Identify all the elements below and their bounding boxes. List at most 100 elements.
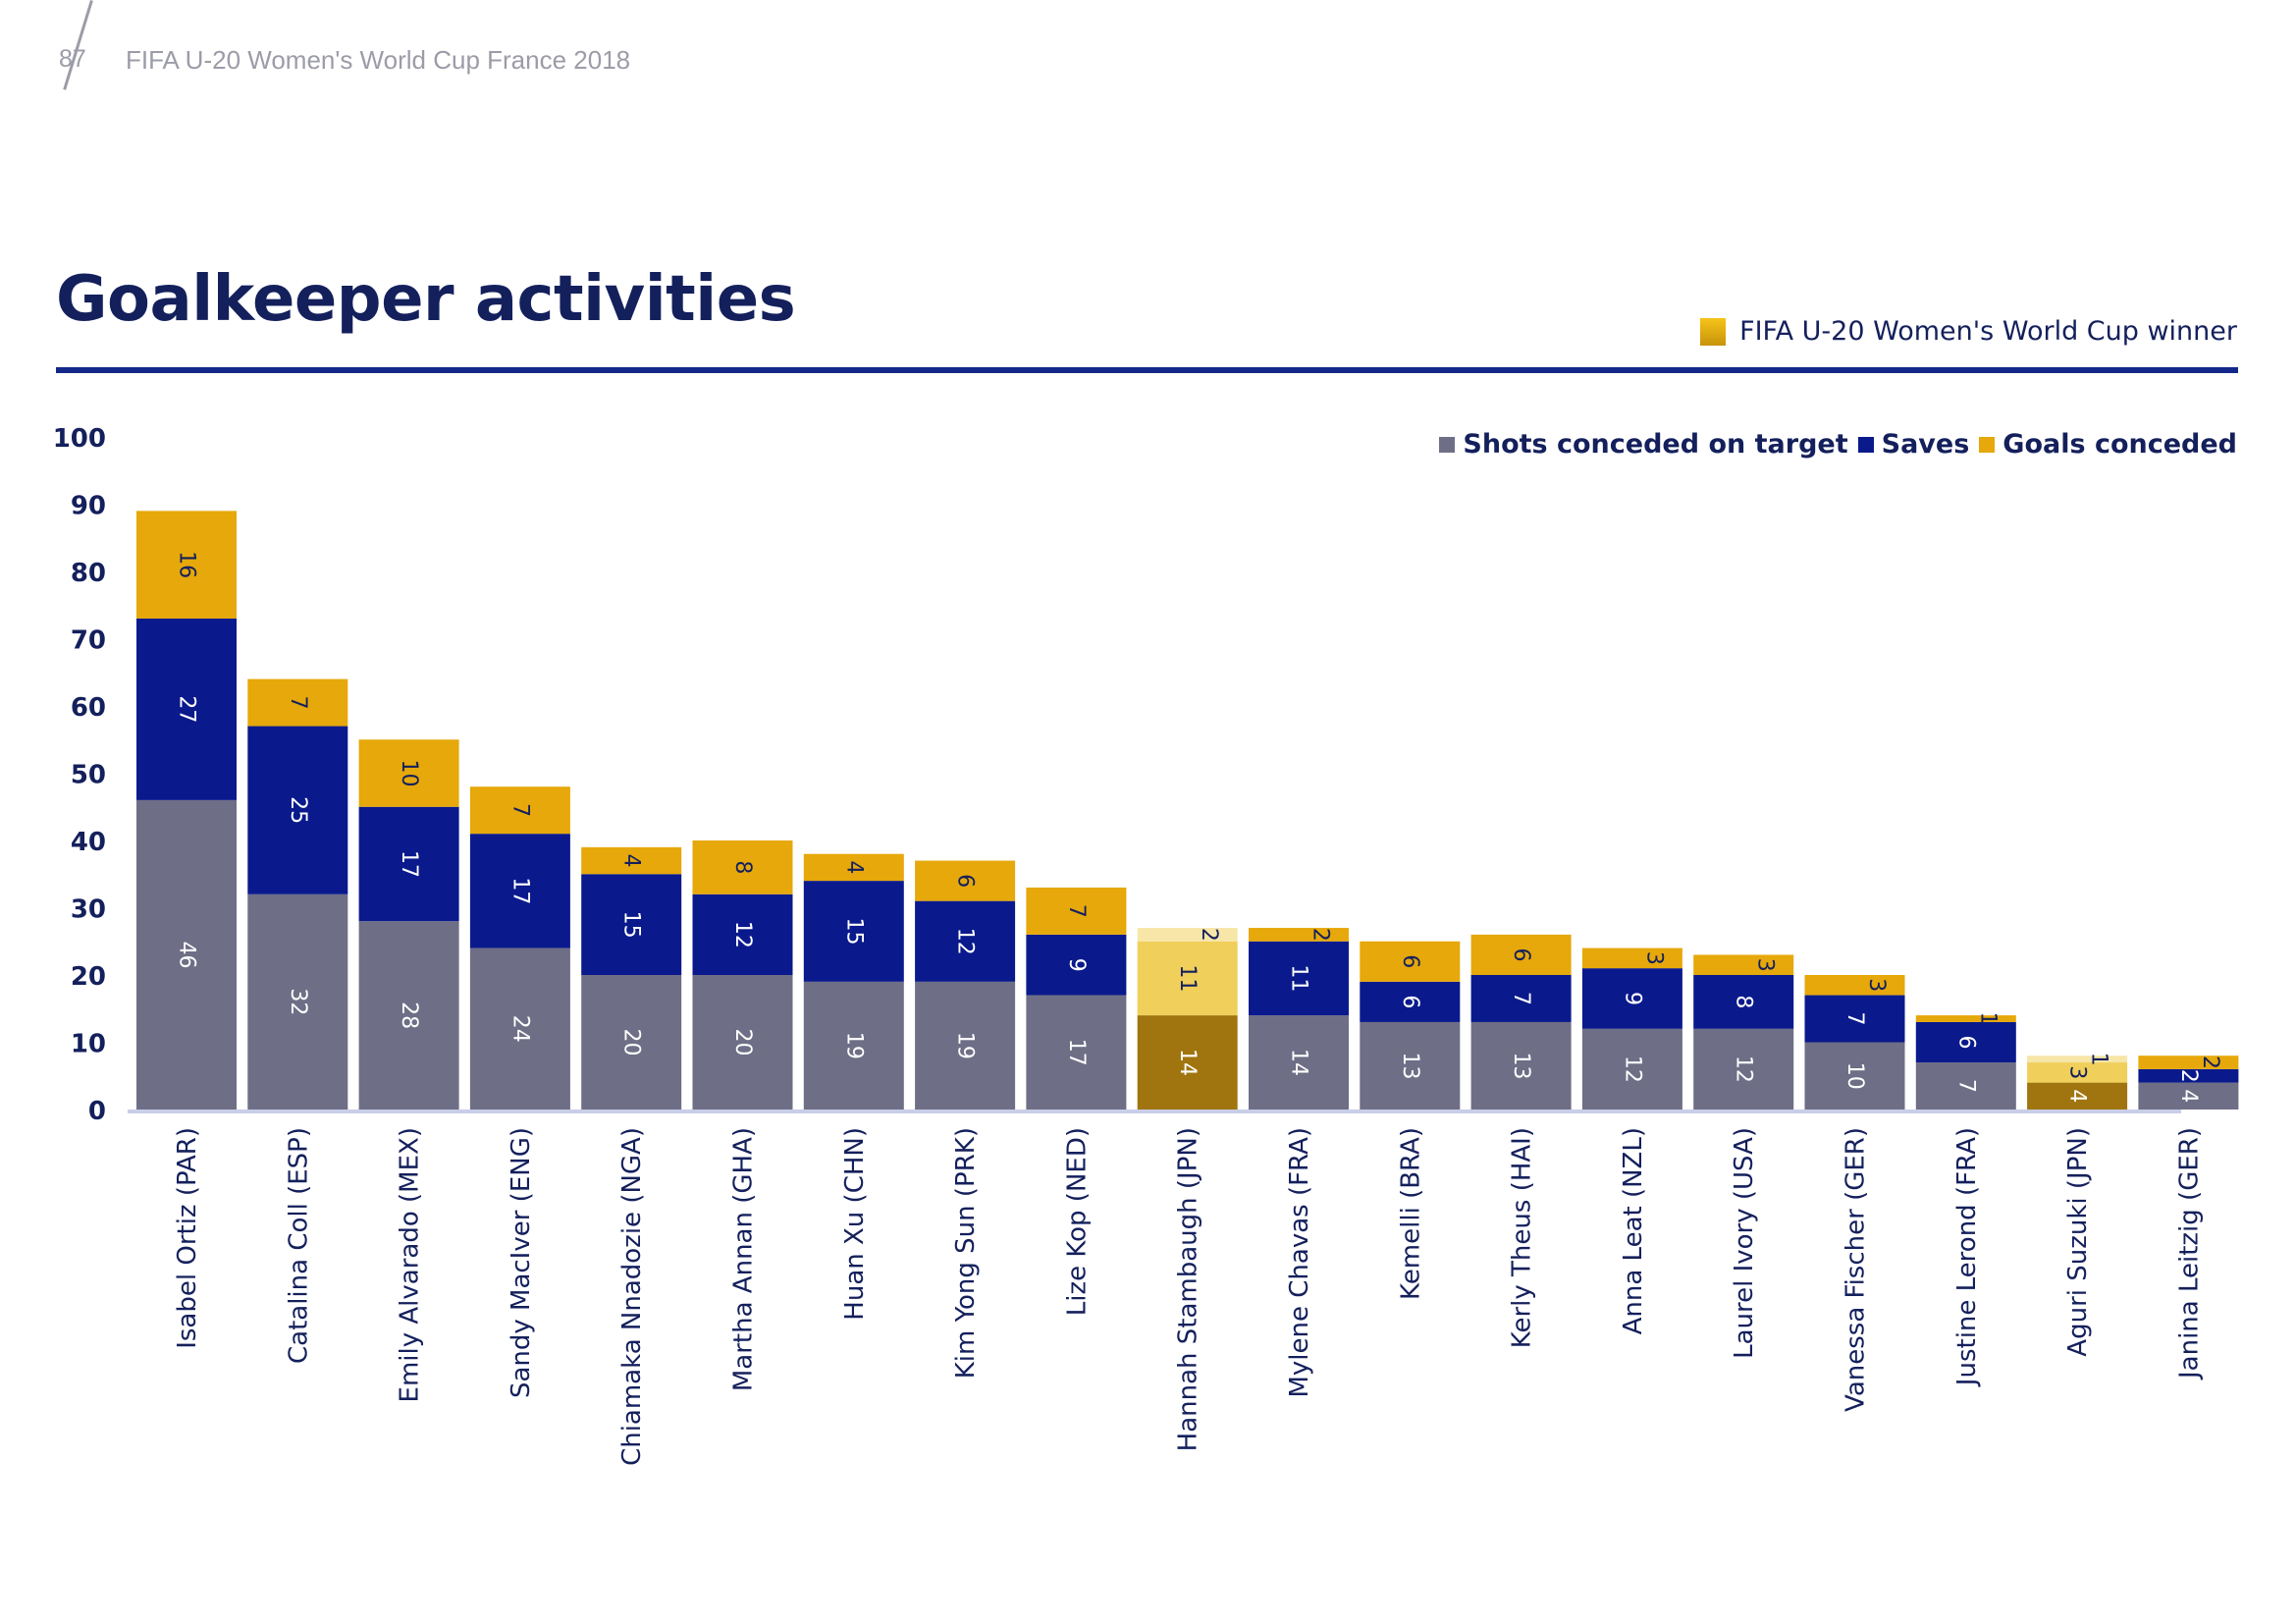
bar-segment-goals [803, 853, 904, 882]
bar-segment-goals [692, 840, 793, 894]
data-label-saves: 27 [175, 695, 199, 723]
category-label: Chiamaka Nnadozie (NGA) [617, 1127, 647, 1466]
data-label-goals: 3 [1753, 958, 1778, 972]
data-label-saves: 11 [1175, 964, 1200, 992]
bar-segment-goals [1137, 928, 1238, 942]
category-label: Catalina Coll (ESP) [284, 1127, 313, 1364]
data-label-goals: 6 [953, 874, 978, 888]
bar-segment-shots [1360, 1021, 1461, 1110]
data-label-shots: 14 [1175, 1049, 1200, 1076]
bar-segment-saves [1470, 975, 1572, 1022]
data-label-goals: 4 [841, 860, 866, 874]
bar-segment-shots [692, 975, 793, 1110]
bar-segment-saves [136, 618, 237, 800]
data-label-saves: 11 [1287, 964, 1311, 992]
y-tick-label: 100 [53, 424, 106, 454]
data-label-shots: 19 [953, 1032, 978, 1059]
category-label: Laurel Ivory (USA) [1730, 1127, 1759, 1359]
bar-segment-saves [1137, 941, 1238, 1016]
legend-item-shots: Shots conceded on target [1439, 429, 1848, 460]
data-label-shots: 12 [1620, 1056, 1644, 1083]
bar-segment-shots [581, 975, 682, 1110]
data-label-saves: 25 [286, 796, 310, 824]
category-label: Kim Yong Sun (PRK) [951, 1127, 981, 1379]
category-label: Kerly Theus (HAI) [1508, 1127, 1537, 1348]
bar-segment-saves [1581, 968, 1682, 1029]
data-label-saves: 9 [1620, 992, 1644, 1005]
bar-segment-saves [247, 726, 348, 894]
bar-segment-goals [2027, 1056, 2128, 1063]
legend-item-saves: Saves [1857, 429, 1970, 460]
category-label: Mylene Chavas (FRA) [1285, 1127, 1314, 1398]
data-label-shots: 24 [507, 1015, 532, 1043]
data-label-saves: 12 [730, 921, 755, 948]
y-tick-label: 20 [71, 962, 106, 992]
bar-segment-shots [915, 981, 1016, 1110]
data-label-goals: 6 [1509, 947, 1533, 961]
page-header: 87 FIFA U-20 Women's World Cup France 20… [0, 0, 2296, 118]
bar-segment-saves [692, 893, 793, 975]
data-label-goals: 2 [2198, 1056, 2222, 1069]
category-label: Hannah Stambaugh (JPN) [1174, 1127, 1203, 1451]
legend-label-saves: Saves [1881, 429, 1970, 460]
bar-segment-saves [358, 806, 459, 922]
category-label: Emily Alvarado (MEX) [396, 1127, 425, 1402]
y-tick-label: 70 [71, 626, 106, 656]
bar-segment-goals [1026, 887, 1127, 935]
legend-swatch-saves [1857, 436, 1874, 453]
category-label: Sandy MacIver (ENG) [507, 1127, 536, 1398]
bar-segment-shots [2138, 1082, 2239, 1110]
data-label-shots: 32 [286, 988, 310, 1015]
y-tick-label: 40 [71, 828, 106, 857]
data-label-saves: 15 [841, 917, 866, 945]
bar-segment-saves [803, 881, 904, 982]
data-label-goals: 6 [1398, 954, 1422, 968]
data-label-shots: 4 [2065, 1089, 2090, 1103]
bar-segment-saves [2138, 1068, 2239, 1083]
data-label-saves: 7 [1842, 1012, 1867, 1026]
bar-segment-shots [136, 799, 237, 1110]
x-axis-line [128, 1110, 2181, 1113]
y-tick-label: 50 [71, 761, 106, 790]
data-label-saves: 17 [397, 850, 421, 878]
bar-segment-saves [2027, 1062, 2128, 1083]
page-title: Goalkeeper activities [56, 263, 796, 336]
y-tick-label: 90 [71, 492, 106, 521]
data-label-saves: 6 [1398, 995, 1422, 1008]
data-label-saves: 7 [1509, 992, 1533, 1005]
legend-swatch-goals [1979, 436, 1996, 453]
data-label-goals: 7 [507, 803, 532, 817]
data-label-saves: 2 [2176, 1069, 2201, 1083]
data-label-shots: 28 [397, 1001, 421, 1029]
data-label-shots: 19 [841, 1032, 866, 1059]
bar-segment-shots [1249, 1015, 1349, 1110]
bar-segment-goals [136, 511, 237, 619]
bar-segment-goals [1360, 941, 1461, 982]
y-tick-label: 80 [71, 559, 106, 588]
y-tick-label: 60 [71, 693, 106, 723]
data-label-goals: 16 [175, 551, 199, 578]
data-label-goals: 2 [1197, 928, 1221, 942]
bar-segment-saves [1915, 1021, 2016, 1063]
bar-segment-goals [581, 846, 682, 875]
data-label-goals: 7 [1064, 904, 1089, 918]
data-label-shots: 13 [1398, 1052, 1422, 1079]
bar-segment-shots [1470, 1021, 1572, 1110]
data-label-shots: 14 [1287, 1049, 1311, 1076]
bar-segment-shots [803, 981, 904, 1110]
bar-segment-goals [1804, 975, 1905, 996]
y-tick-label: 10 [71, 1030, 106, 1059]
bar-segment-goals [915, 860, 1016, 901]
bar-segment-goals [1470, 934, 1572, 975]
bar-segment-saves [1360, 981, 1461, 1022]
data-label-goals: 8 [730, 860, 755, 874]
bar-segment-goals [469, 786, 570, 835]
winner-legend-label: FIFA U-20 Women's World Cup winner [1739, 316, 2237, 347]
data-label-saves: 15 [619, 911, 644, 939]
bar-segment-saves [1249, 941, 1349, 1016]
data-label-shots: 10 [1842, 1062, 1867, 1090]
bar-segment-shots [1026, 995, 1127, 1110]
bar-segment-saves [1026, 934, 1127, 996]
bar-segment-shots [469, 947, 570, 1110]
